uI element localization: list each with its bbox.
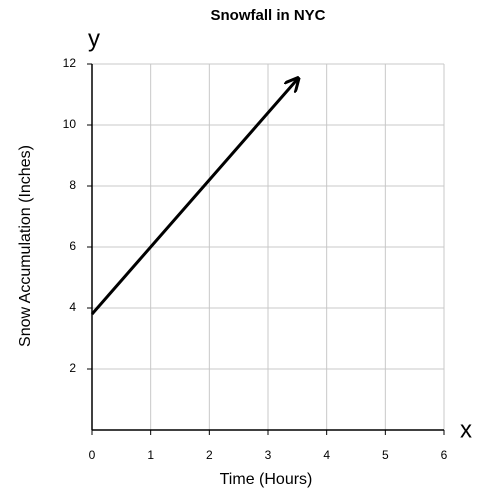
y-tick-label: 10 bbox=[63, 117, 77, 131]
y-axis-symbol: y bbox=[88, 25, 100, 52]
x-tick-label: 3 bbox=[265, 448, 272, 462]
x-axis-label: Time (Hours) bbox=[220, 471, 313, 488]
y-tick-label: 12 bbox=[63, 56, 77, 70]
x-tick-label: 4 bbox=[323, 448, 330, 462]
x-tick-label: 5 bbox=[382, 448, 389, 462]
chart-title: Snowfall in NYC bbox=[210, 7, 325, 24]
x-axis-symbol: x bbox=[460, 416, 472, 443]
x-tick-label: 1 bbox=[147, 448, 154, 462]
line bbox=[90, 79, 297, 316]
x-tick-label: 6 bbox=[441, 448, 448, 462]
y-axis-label: Snow Accumulation (Inches) bbox=[17, 145, 34, 347]
x-tick-label: 0 bbox=[89, 448, 96, 462]
y-tick-label: 8 bbox=[69, 178, 76, 192]
y-tick-label: 6 bbox=[69, 239, 76, 253]
x-tick-label: 2 bbox=[206, 448, 213, 462]
y-tick-label: 2 bbox=[69, 361, 76, 375]
y-tick-label: 4 bbox=[69, 300, 76, 314]
